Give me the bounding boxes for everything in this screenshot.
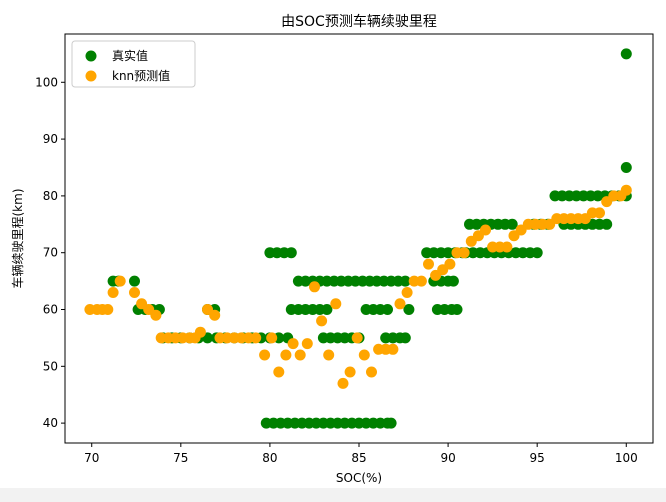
data-point bbox=[209, 309, 221, 321]
data-point bbox=[294, 349, 306, 361]
plot-frame bbox=[64, 33, 654, 444]
data-point bbox=[620, 48, 632, 60]
data-point bbox=[330, 298, 342, 310]
y-tick-label: 70 bbox=[43, 246, 58, 260]
y-tick-label: 50 bbox=[43, 359, 58, 373]
data-point bbox=[403, 304, 415, 315]
x-tick-label: 80 bbox=[262, 451, 277, 465]
data-point bbox=[129, 287, 140, 298]
data-point bbox=[301, 338, 313, 350]
data-point bbox=[458, 247, 470, 259]
data-point bbox=[447, 275, 459, 287]
legend-label: 真实值 bbox=[112, 48, 148, 63]
data-point bbox=[285, 247, 297, 259]
data-point bbox=[150, 309, 162, 321]
data-point bbox=[344, 366, 356, 378]
x-tick-label: 90 bbox=[440, 451, 455, 465]
data-point bbox=[401, 287, 413, 298]
y-tick-label: 80 bbox=[43, 189, 58, 203]
data-point bbox=[280, 349, 292, 361]
data-point bbox=[351, 332, 363, 344]
data-point bbox=[394, 298, 406, 310]
x-tick-label: 95 bbox=[530, 451, 545, 465]
data-point bbox=[321, 304, 333, 315]
data-point bbox=[387, 343, 399, 355]
y-axis-label: 车辆续驶里程(km) bbox=[10, 188, 25, 288]
x-tick-label: 75 bbox=[173, 451, 188, 465]
y-tick-label: 90 bbox=[43, 132, 58, 146]
data-point bbox=[316, 315, 328, 327]
data-point bbox=[250, 332, 262, 344]
window-bottom-strip bbox=[0, 488, 666, 502]
data-point bbox=[399, 275, 411, 287]
y-axis-ticks: 40 50 60 70 80 90 100 bbox=[35, 75, 65, 430]
legend-marker bbox=[85, 70, 97, 82]
data-point bbox=[480, 224, 491, 236]
data-point bbox=[309, 281, 320, 293]
legend: 真实值 knn预测值 bbox=[71, 40, 196, 88]
x-tick-label: 85 bbox=[351, 451, 366, 465]
data-point bbox=[601, 218, 613, 230]
legend-box bbox=[71, 40, 196, 88]
data-point bbox=[620, 162, 632, 173]
x-tick-label: 70 bbox=[84, 451, 99, 465]
data-point bbox=[259, 349, 271, 361]
data-point bbox=[444, 258, 456, 270]
y-tick-label: 60 bbox=[43, 303, 58, 317]
data-point bbox=[287, 338, 299, 350]
data-point bbox=[194, 326, 206, 338]
y-tick-label: 40 bbox=[43, 416, 58, 430]
data-point bbox=[102, 304, 114, 315]
data-point bbox=[266, 332, 278, 344]
data-point bbox=[385, 417, 397, 429]
x-tick-label: 100 bbox=[615, 451, 638, 465]
data-point bbox=[506, 218, 518, 230]
data-point bbox=[382, 304, 393, 315]
series-2 bbox=[84, 184, 632, 389]
data-point bbox=[594, 207, 605, 219]
data-point bbox=[114, 275, 126, 287]
legend-label: knn预测值 bbox=[112, 68, 170, 83]
chart-title: 由SOC预测车辆续驶里程 bbox=[281, 13, 437, 30]
data-point bbox=[358, 349, 370, 361]
data-point bbox=[107, 287, 119, 298]
data-point bbox=[620, 184, 632, 196]
x-axis-ticks: 70 75 80 85 90 95 100 bbox=[84, 443, 638, 465]
legend-marker bbox=[85, 50, 97, 62]
data-point bbox=[337, 377, 349, 389]
data-point bbox=[501, 241, 513, 253]
data-point bbox=[451, 304, 463, 315]
data-point bbox=[323, 349, 335, 361]
y-tick-label: 100 bbox=[35, 75, 58, 89]
data-point bbox=[415, 275, 427, 287]
data-point bbox=[366, 366, 377, 378]
data-points bbox=[84, 48, 632, 429]
data-point bbox=[423, 258, 434, 270]
data-point bbox=[273, 366, 285, 378]
x-axis-label: SOC(%) bbox=[336, 471, 382, 485]
data-point bbox=[531, 247, 543, 259]
data-point bbox=[129, 275, 140, 287]
data-point bbox=[399, 332, 411, 344]
